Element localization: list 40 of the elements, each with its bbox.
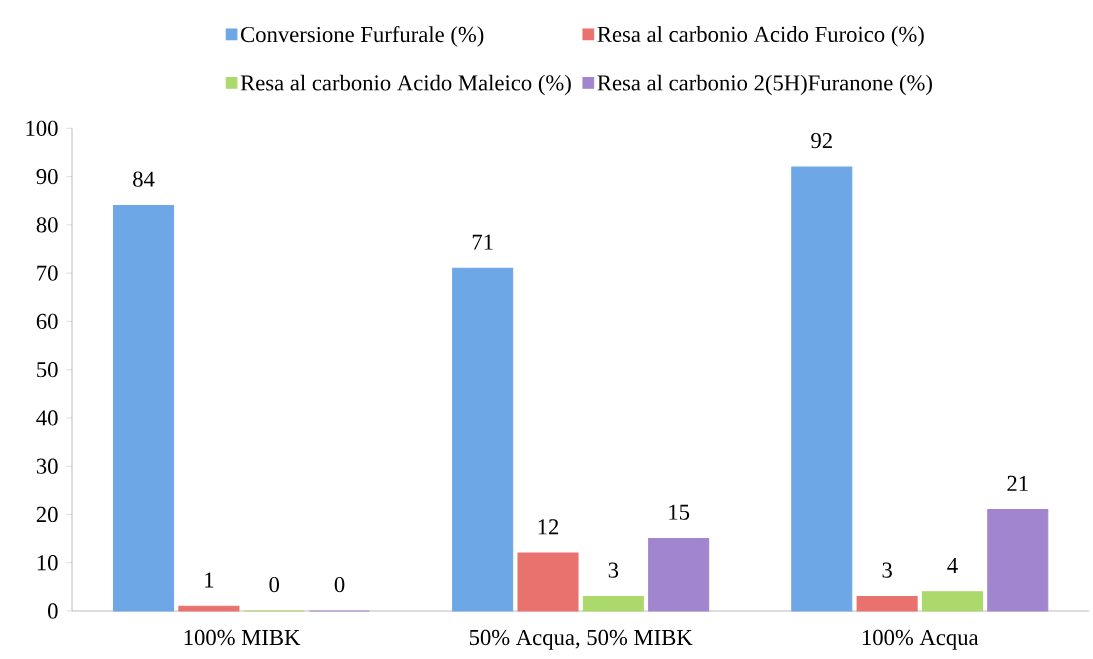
bar: [517, 552, 579, 612]
data-label: 4: [947, 558, 958, 573]
data-label: 1: [205, 572, 214, 588]
data-label: 0: [334, 576, 345, 593]
legend-label: Resa al carbonio Acido Furoico (%): [597, 26, 924, 47]
y-tick-label: 40: [36, 410, 58, 426]
legend-label: Resa al carbonio 2(5H)Furanone (%): [597, 74, 932, 96]
bar: [648, 538, 710, 612]
y-tick-label: 70: [37, 265, 58, 281]
data-label: 0: [269, 576, 280, 593]
data-label: 12: [538, 519, 559, 535]
y-tick-label: 0: [48, 603, 58, 619]
x-tick-label: 100% MIBK: [184, 629, 301, 646]
bar: [452, 267, 514, 612]
x-tick-label: 50% Acqua, 50% MIBK: [469, 629, 693, 650]
data-label: 84: [133, 171, 155, 187]
y-tick-label: 90: [36, 168, 58, 185]
y-tick-label: 80: [36, 217, 58, 233]
bar: [178, 605, 240, 612]
bar: [791, 166, 853, 612]
legend-label: Conversione Furfurale (%): [241, 25, 484, 47]
y-tick-label: 100: [26, 120, 58, 136]
y-tick-label: 10: [37, 555, 58, 571]
data-label: 15: [669, 504, 690, 520]
data-label: 21: [1007, 475, 1028, 491]
data-label: 3: [882, 562, 892, 578]
bar: [113, 205, 175, 612]
y-tick-label: 30: [36, 458, 58, 474]
y-tick-label: 20: [36, 506, 58, 523]
data-label: 3: [608, 562, 619, 578]
bar: [921, 591, 983, 612]
y-tick-label: 60: [36, 313, 58, 330]
bar: [856, 595, 918, 612]
bar: [582, 595, 644, 612]
x-tick-label: 100% Acqua: [862, 629, 979, 650]
y-tick-label: 50: [37, 362, 58, 378]
data-label: 92: [811, 132, 832, 149]
data-label: 71: [472, 234, 493, 250]
bar: [987, 509, 1049, 612]
legend-label: Resa al carbonio Acido Maleico (%): [240, 74, 571, 96]
